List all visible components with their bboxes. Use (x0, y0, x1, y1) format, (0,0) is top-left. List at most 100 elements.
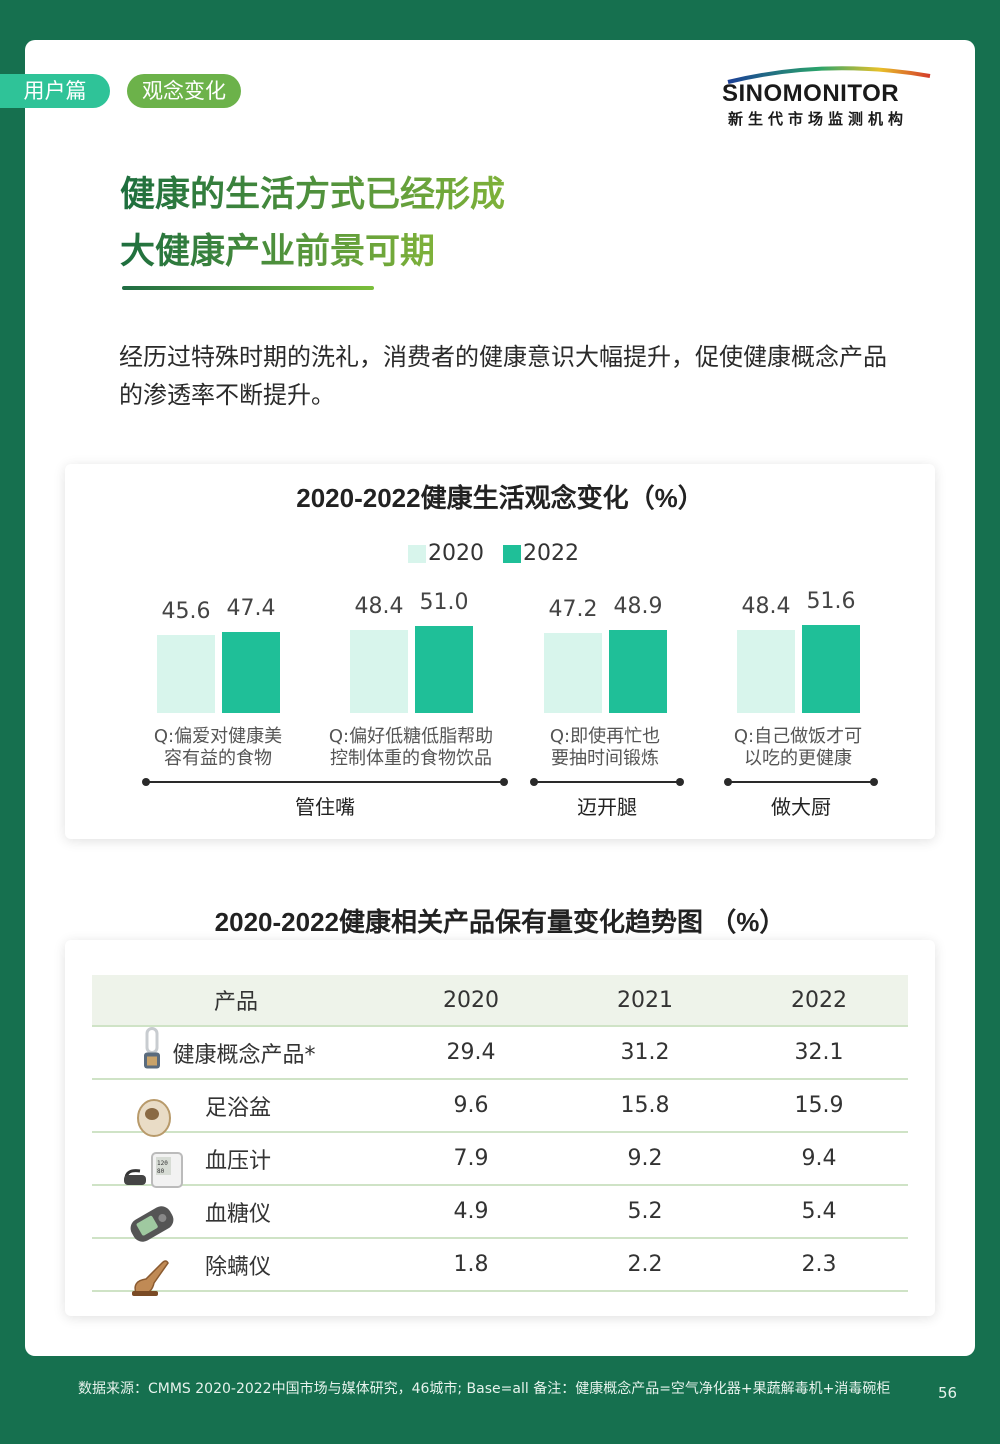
group-label-3: 做大厨 (771, 795, 831, 819)
table-header: 产品 2020 2021 2022 (92, 975, 908, 1027)
category-label-line: Q:即使再忙也 (549, 726, 661, 747)
product-cell: 120 80 血压计 (92, 1143, 384, 1188)
product-name: 血糖仪 (204, 1201, 271, 1227)
legend-item-2022: 2022 (503, 541, 579, 566)
category-label-line: 容有益的食物 (164, 748, 272, 769)
tag-concept: 观念变化 (127, 74, 241, 108)
product-cell: 健康概念产品* (92, 1026, 384, 1069)
product-name: 除螨仪 (204, 1254, 271, 1280)
air-purifier-icon (144, 1026, 160, 1068)
table-row: 120 80 血压计 7.9 9.2 9.4 (92, 1133, 908, 1188)
bar-2022-3 (609, 629, 667, 713)
sinomonitor-logo: SINOMONITOR 新生代市场监测机构 (722, 62, 936, 132)
category-label-2: Q:偏好低糖低脂帮助 控制体重的食物饮品 (316, 726, 506, 770)
logo-wordmark: SINOMONITOR (722, 80, 900, 107)
value-2021: 5.2 (627, 1199, 663, 1224)
table-row: 除螨仪 1.8 2.2 2.3 (92, 1239, 908, 1296)
group-label-1: 管住嘴 (295, 795, 355, 819)
group-dot (676, 778, 684, 786)
data-label-2020-1: 45.6 (161, 599, 211, 625)
header-2022: 2022 (791, 987, 847, 1013)
product-name: 健康概念产品* (172, 1042, 316, 1068)
tag-user: 用户篇 (0, 74, 110, 108)
value-2022: 5.4 (801, 1199, 837, 1224)
group-dot (142, 778, 150, 786)
group-dot (530, 778, 538, 786)
data-label-2022-1: 47.4 (226, 596, 276, 622)
category-label-4: Q:自己做饭才可 以吃的更健康 (703, 726, 893, 770)
data-label-2020-2: 48.4 (354, 594, 404, 620)
value-2022: 15.9 (794, 1093, 844, 1118)
legend-swatch-dark (503, 544, 521, 563)
blood-pressure-monitor-icon: 120 80 (124, 1151, 183, 1188)
data-label-2022-3: 48.9 (613, 593, 663, 619)
footer-note: 数据来源：CMMS 2020-2022中国市场与媒体研究，46城市; Base=… (78, 1381, 891, 1397)
group-label-2: 迈开腿 (577, 795, 637, 819)
group-line-1 (146, 781, 504, 783)
product-cell: 足浴盆 (92, 1090, 384, 1137)
value-2021: 2.2 (627, 1252, 663, 1277)
header-2021: 2021 (617, 987, 673, 1013)
svg-text:120: 120 (157, 1160, 168, 1167)
data-label-2022-4: 51.6 (806, 589, 856, 614)
logo-arc-icon (727, 66, 931, 84)
group-dot (500, 778, 508, 786)
chart-title: 2020-2022健康生活观念变化（%） (296, 483, 704, 513)
product-name: 血压计 (204, 1148, 271, 1174)
category-label-1: Q:偏爱对健康美 容有益的食物 (123, 726, 313, 770)
data-label-2022-2: 51.0 (419, 590, 469, 616)
data-label-2020-3: 47.2 (548, 596, 598, 622)
table-title: 2020-2022健康相关产品保有量变化趋势图 （%） (214, 907, 786, 937)
category-label-line: Q:自己做饭才可 (733, 726, 863, 747)
legend-label-2022: 2022 (523, 541, 579, 566)
headline-line2: 大健康产业前景可期 (120, 232, 436, 272)
group-dot (870, 778, 878, 786)
value-2021: 31.2 (620, 1040, 670, 1065)
bar-2022-2 (415, 626, 473, 713)
legend-label-2020: 2020 (428, 541, 484, 566)
legend-item-2020: 2020 (408, 541, 484, 566)
value-2020: 9.6 (453, 1093, 489, 1118)
bar-2022-4 (802, 625, 860, 713)
product-name: 足浴盆 (204, 1095, 271, 1121)
value-2020: 29.4 (446, 1040, 496, 1065)
mite-remover-icon (132, 1259, 169, 1296)
bar-2020-3 (544, 632, 602, 713)
category-label-line: 以吃的更健康 (744, 748, 852, 769)
bar-2020-2 (350, 630, 408, 713)
glucose-meter-icon (130, 1205, 174, 1242)
category-label-line: Q:偏爱对健康美 (153, 726, 283, 747)
intro-paragraph: 经历过特殊时期的洗礼，消费者的健康意识大幅提升，促使健康概念产品的渗透率不断提升… (119, 343, 887, 409)
product-cell: 除螨仪 (92, 1249, 384, 1296)
data-label-2020-4: 48.4 (741, 594, 791, 620)
value-2021: 9.2 (627, 1146, 663, 1171)
value-2020: 4.9 (453, 1199, 489, 1224)
category-label-line: 要抽时间锻炼 (551, 748, 659, 769)
group-line-2 (534, 781, 680, 783)
value-2022: 32.1 (794, 1040, 844, 1065)
svg-text:80: 80 (157, 1168, 165, 1175)
header-2020: 2020 (443, 987, 499, 1013)
product-table: 产品 2020 2021 2022 健康概念产品* 29.4 31.2 32.1… (92, 975, 908, 1296)
table-row: 足浴盆 9.6 15.8 15.9 (92, 1080, 908, 1137)
headline-line1: 健康的生活方式已经形成 (120, 175, 506, 215)
header-product: 产品 (214, 990, 259, 1015)
bar-2020-4 (737, 630, 795, 713)
value-2020: 1.8 (453, 1252, 489, 1277)
product-cell: 血糖仪 (92, 1196, 384, 1242)
chart-legend: 2020 2022 (408, 541, 591, 569)
value-2020: 7.9 (453, 1146, 489, 1171)
legend-swatch-light (408, 544, 426, 563)
bar-2020-1 (157, 635, 215, 713)
group-dot (724, 778, 732, 786)
page-number: 56 (938, 1384, 958, 1402)
value-2022: 9.4 (801, 1146, 837, 1171)
foot-bath-icon (137, 1098, 171, 1137)
group-line-3 (728, 781, 874, 783)
bar-2022-1 (222, 632, 280, 713)
category-label-line: 控制体重的食物饮品 (330, 748, 492, 769)
table-row: 血糖仪 4.9 5.2 5.4 (92, 1186, 908, 1242)
category-label-line: Q:偏好低糖低脂帮助 (328, 726, 494, 747)
table-row: 健康概念产品* 29.4 31.2 32.1 (92, 1026, 908, 1080)
headline-underline (122, 286, 374, 290)
